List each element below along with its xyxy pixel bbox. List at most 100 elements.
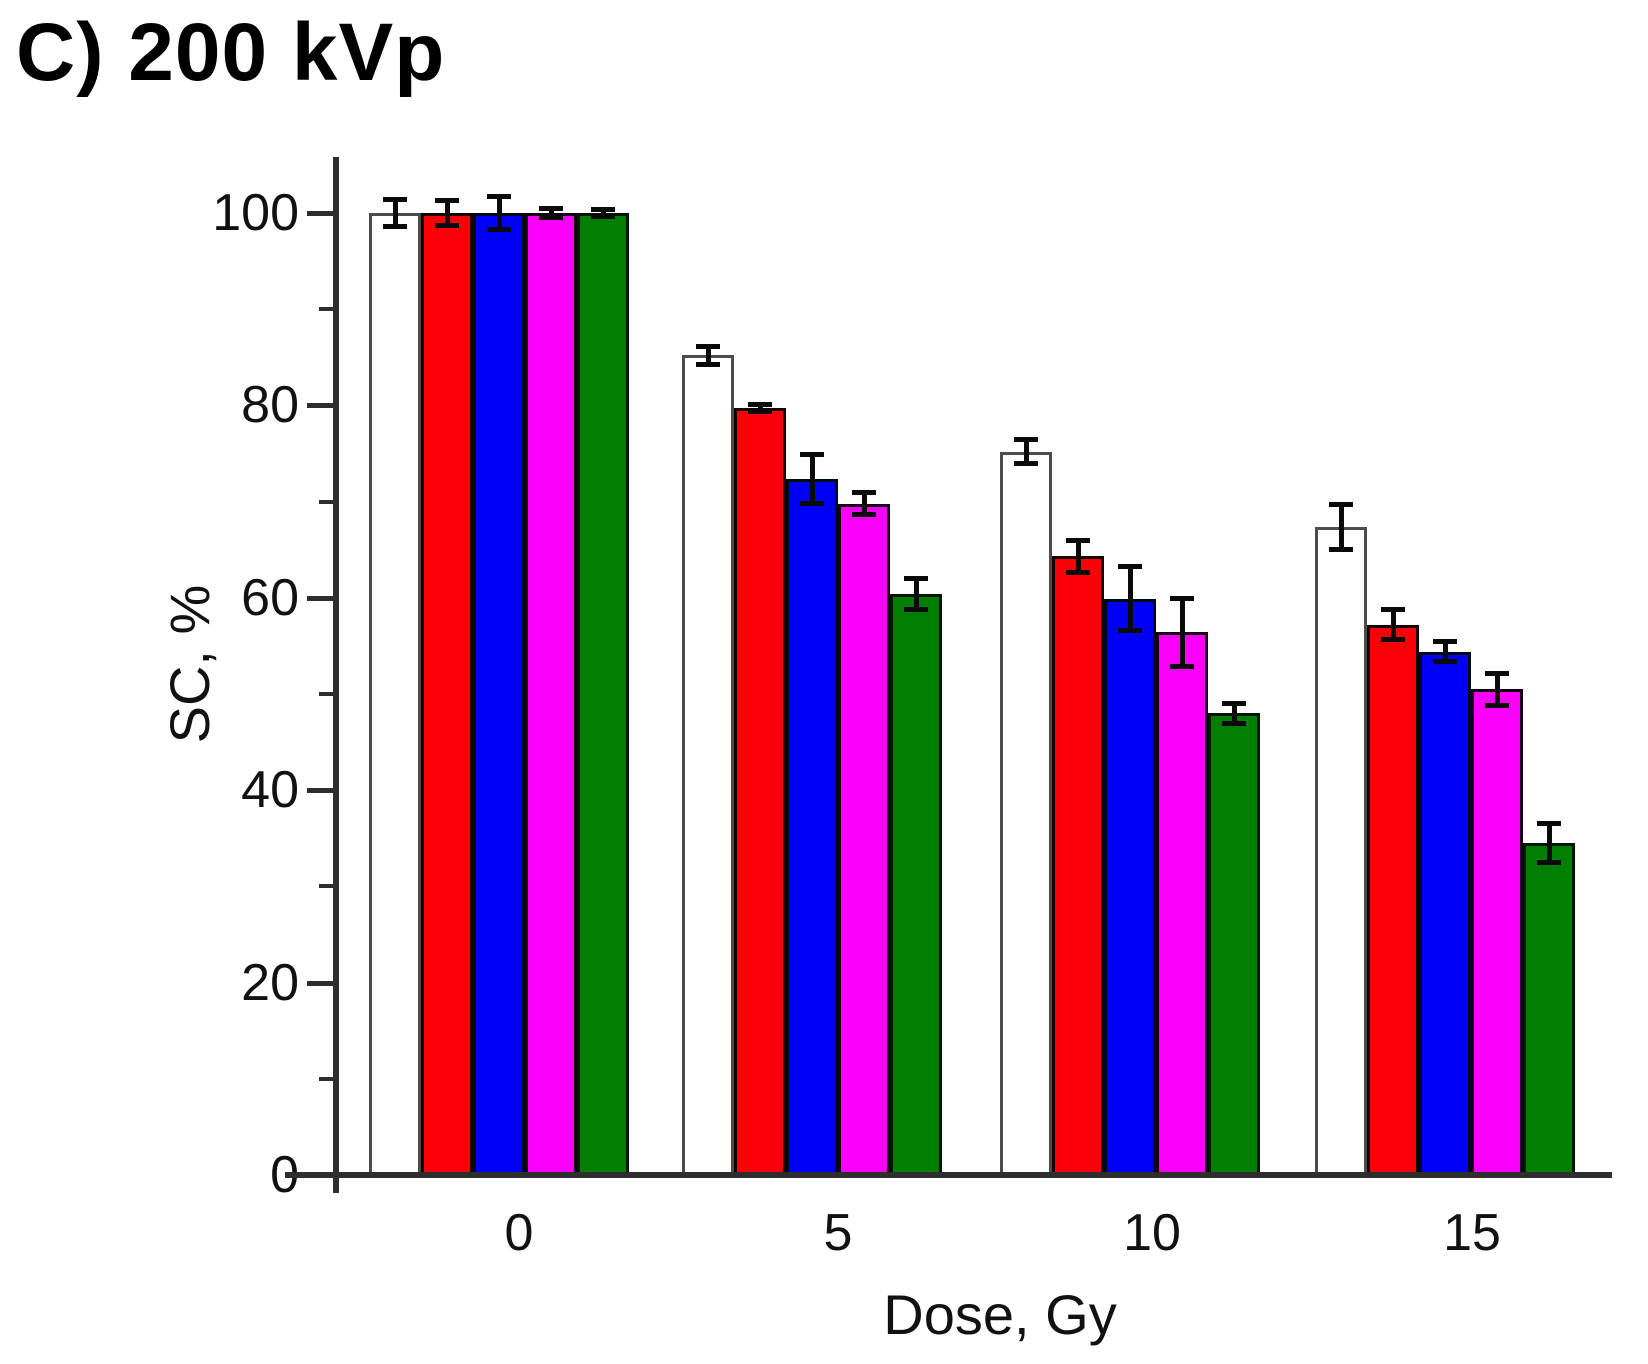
- y-tick-label: 80: [241, 376, 299, 435]
- error-bar-line: [757, 404, 763, 413]
- y-major-tick: [307, 788, 333, 794]
- y-tick-label: 20: [241, 953, 299, 1012]
- error-bar-cap-bottom: [1485, 702, 1509, 708]
- error-bar-cap-top: [1485, 670, 1509, 676]
- y-major-tick: [307, 980, 333, 986]
- error-bar-line: [1075, 540, 1081, 573]
- bar-green: [577, 213, 629, 1175]
- error-bar-cap-bottom: [1118, 628, 1142, 634]
- chart-title: C) 200 kVp: [16, 7, 446, 98]
- bar-white: [682, 355, 734, 1175]
- error-bar-cap-top: [1066, 538, 1090, 544]
- bar-white: [369, 213, 421, 1175]
- error-bar-line: [1231, 702, 1237, 724]
- x-tick-label: 5: [823, 1204, 853, 1262]
- y-major-tick: [307, 211, 333, 216]
- error-bar-cap-bottom: [696, 361, 720, 367]
- x-tick-label: 10: [1123, 1204, 1181, 1262]
- y-tick-label: 0: [149, 1143, 299, 1207]
- error-bar-line: [600, 209, 606, 217]
- y-major-tick: [307, 595, 333, 601]
- y-axis: [333, 157, 339, 1193]
- error-bar-line: [1179, 597, 1185, 668]
- error-bar-cap-top: [487, 193, 511, 199]
- error-bar-cap-bottom: [1381, 637, 1405, 643]
- error-bar-cap-bottom: [1329, 546, 1353, 552]
- error-bar-cap-bottom: [852, 512, 876, 518]
- x-axis-label: Dose, Gy: [883, 1283, 1117, 1346]
- error-bar-cap-top: [696, 343, 720, 349]
- bar-magenta: [1156, 632, 1208, 1175]
- y-tick-label: 60: [241, 568, 299, 627]
- bar-green: [1208, 713, 1260, 1175]
- error-bar-line: [861, 491, 867, 516]
- error-bar-line: [705, 345, 711, 365]
- bar-green: [890, 593, 942, 1175]
- bar-green: [1523, 843, 1575, 1175]
- bar-red: [734, 408, 786, 1175]
- error-bar-cap-bottom: [1222, 720, 1246, 726]
- x-tick-label: 0: [504, 1204, 534, 1262]
- error-bar-line: [548, 208, 554, 218]
- error-bar-cap-bottom: [487, 227, 511, 233]
- bar-red: [1367, 624, 1419, 1175]
- error-bar-cap-top: [1381, 607, 1405, 613]
- error-bar-cap-top: [1537, 820, 1561, 826]
- error-bar-cap-top: [852, 489, 876, 495]
- error-bar-line: [913, 577, 919, 611]
- error-bar-cap-bottom: [748, 409, 772, 415]
- bar-blue: [786, 478, 838, 1175]
- y-major-tick: [307, 1173, 333, 1178]
- error-bar-cap-top: [383, 196, 407, 202]
- error-bar-cap-bottom: [800, 500, 824, 506]
- error-bar-line: [392, 198, 398, 228]
- bar-white: [1000, 451, 1052, 1175]
- error-bar-cap-top: [904, 575, 928, 581]
- error-bar-line: [809, 453, 815, 504]
- bar-magenta: [838, 503, 890, 1175]
- bar-blue: [1104, 598, 1156, 1175]
- error-bar-cap-bottom: [539, 214, 563, 220]
- y-minor-tick: [319, 692, 333, 696]
- error-bar-cap-top: [539, 206, 563, 212]
- error-bar-line: [1338, 503, 1344, 550]
- error-bar-cap-bottom: [1433, 659, 1457, 665]
- error-bar-cap-top: [748, 402, 772, 408]
- error-bar-line: [496, 195, 502, 231]
- bar-magenta: [525, 213, 577, 1175]
- error-bar-cap-top: [1222, 700, 1246, 706]
- error-bar-cap-bottom: [1537, 860, 1561, 866]
- y-tick-label: 100: [212, 184, 299, 242]
- bar-red: [421, 213, 473, 1175]
- y-minor-tick: [319, 1076, 333, 1081]
- error-bar-cap-top: [1433, 639, 1457, 645]
- y-major-tick: [307, 403, 333, 409]
- error-bar-cap-bottom: [1066, 569, 1090, 575]
- bar-blue: [473, 213, 525, 1175]
- error-bar-cap-top: [591, 207, 615, 213]
- bar-white: [1315, 526, 1367, 1175]
- error-bar-cap-bottom: [435, 222, 459, 228]
- x-axis: [285, 1172, 1612, 1178]
- error-bar-line: [1023, 439, 1029, 465]
- error-bar-cap-bottom: [904, 607, 928, 613]
- bar-magenta: [1471, 689, 1523, 1175]
- error-bar-cap-bottom: [591, 213, 615, 219]
- y-minor-tick: [319, 307, 333, 312]
- x-tick-label: 15: [1443, 1204, 1501, 1262]
- y-tick-label: 40: [241, 761, 299, 820]
- error-bar-cap-top: [1014, 437, 1038, 443]
- y-minor-tick: [319, 499, 333, 504]
- error-bar-cap-bottom: [383, 224, 407, 230]
- error-bar-line: [1442, 641, 1448, 663]
- error-bar-cap-top: [800, 451, 824, 457]
- bar-red: [1052, 556, 1104, 1175]
- bar-blue: [1419, 651, 1471, 1175]
- error-bar-line: [1494, 672, 1500, 706]
- error-bar-cap-top: [1170, 595, 1194, 601]
- error-bar-line: [1390, 609, 1396, 641]
- error-bar-line: [444, 200, 450, 226]
- error-bar-cap-bottom: [1014, 461, 1038, 467]
- y-minor-tick: [319, 884, 333, 889]
